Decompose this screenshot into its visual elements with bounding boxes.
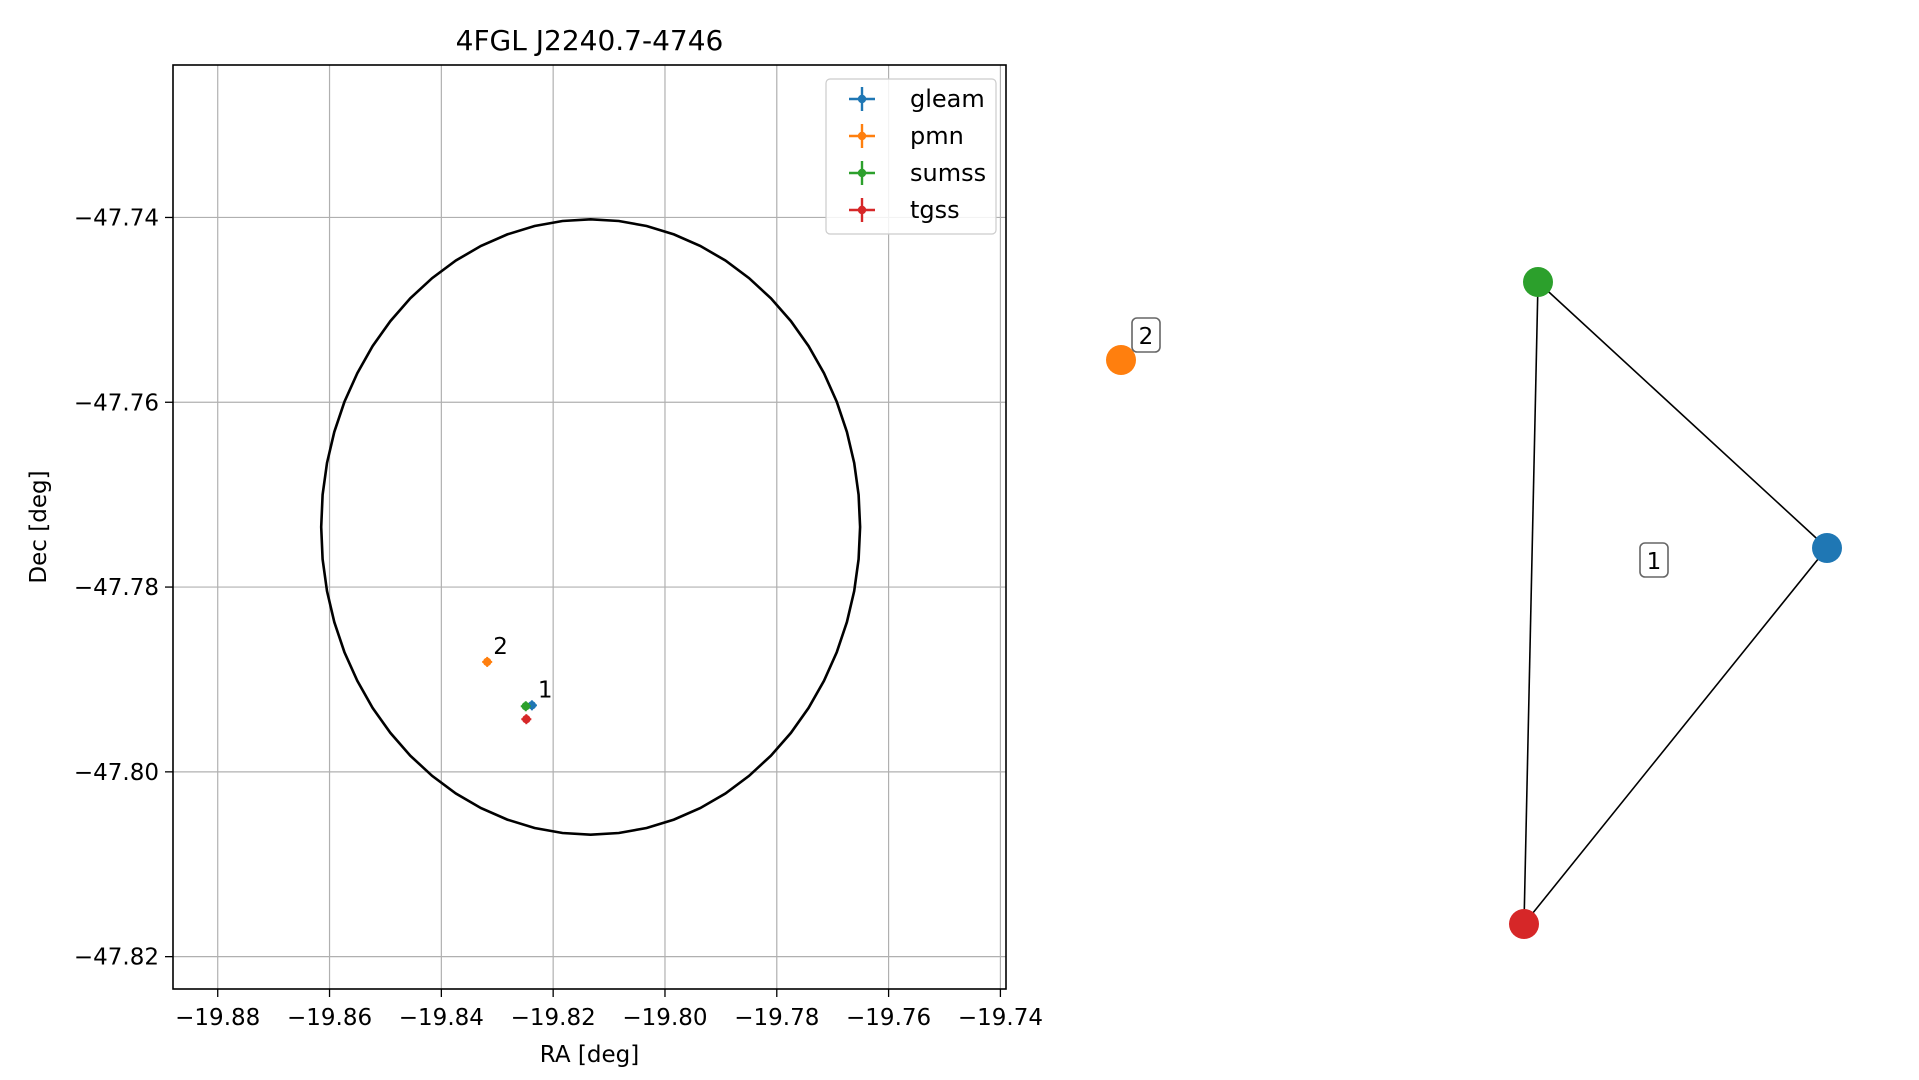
x-tick-label: −19.84 — [399, 1005, 484, 1031]
x-axis-ticks: −19.88 −19.86 −19.84 −19.82 −19.80 −19.78 −19.… — [175, 989, 1043, 1031]
x-tick-label: −19.74 — [958, 1005, 1043, 1031]
uncertainty-ellipse — [319, 217, 862, 837]
y-axis-ticks: −47.74 −47.76 −47.78 −47.80 −47.82 — [74, 205, 173, 971]
y-axis-label: Dec [deg] — [26, 470, 52, 583]
point-gleam — [526, 700, 537, 711]
group-label: 2 — [1131, 317, 1161, 353]
grid — [173, 65, 1006, 989]
point-sumss — [520, 701, 531, 712]
network-edges — [1523, 281, 1828, 925]
svg-text:2: 2 — [1139, 324, 1154, 350]
point-annotation: 2 — [493, 634, 508, 660]
network-edge — [1523, 547, 1828, 925]
point-pmn — [482, 656, 493, 667]
x-tick-label: −19.88 — [175, 1005, 260, 1031]
legend-label: pmn — [910, 122, 964, 150]
x-tick-label: −19.82 — [511, 1005, 596, 1031]
network-edge — [1537, 281, 1828, 549]
chart-title: 4FGL J2240.7-4746 — [456, 24, 724, 57]
legend-label: tgss — [910, 196, 960, 224]
y-tick-label: −47.76 — [74, 390, 159, 416]
svg-text:1: 1 — [1647, 549, 1662, 575]
annotation-layer: 12 — [493, 634, 552, 703]
ellipse-layer — [319, 217, 862, 837]
legend-label: gleam — [910, 85, 985, 113]
legend-frame — [825, 78, 997, 235]
legend-item-tgss: tgss — [849, 196, 960, 224]
points-layer — [482, 656, 537, 725]
legend-label: sumss — [910, 159, 986, 187]
network-edge — [1523, 281, 1539, 925]
network-nodes — [1106, 267, 1842, 939]
network-node-pmn — [1106, 345, 1136, 375]
group-label: 1 — [1639, 542, 1669, 578]
x-axis-label: RA [deg] — [540, 1042, 639, 1068]
plot-frame — [172, 64, 1007, 990]
network-node-tgss — [1509, 909, 1539, 939]
network-node-gleam — [1812, 533, 1842, 563]
point-tgss — [521, 714, 532, 725]
point-annotation: 1 — [538, 677, 553, 703]
y-tick-label: −47.80 — [74, 760, 159, 786]
x-tick-label: −19.76 — [846, 1005, 931, 1031]
network-node-sumss — [1523, 267, 1553, 297]
legend: gleam pmn sumss tgss — [825, 78, 997, 235]
scatter-panel: 4FGL J2240.7-4746 12 −19.88 −19.86 −19.84−… — [26, 24, 1043, 1068]
y-tick-label: −47.82 — [74, 945, 159, 971]
y-tick-label: −47.74 — [74, 205, 159, 231]
network-group-labels: 12 — [1131, 317, 1669, 578]
x-tick-label: −19.78 — [734, 1005, 819, 1031]
y-tick-label: −47.78 — [74, 575, 159, 601]
legend-item-gleam: gleam — [849, 85, 985, 113]
legend-item-pmn: pmn — [849, 122, 964, 150]
network-panel: 12 — [1106, 267, 1842, 939]
legend-item-sumss: sumss — [849, 159, 986, 187]
x-tick-label: −19.86 — [287, 1005, 372, 1031]
x-tick-label: −19.80 — [622, 1005, 707, 1031]
